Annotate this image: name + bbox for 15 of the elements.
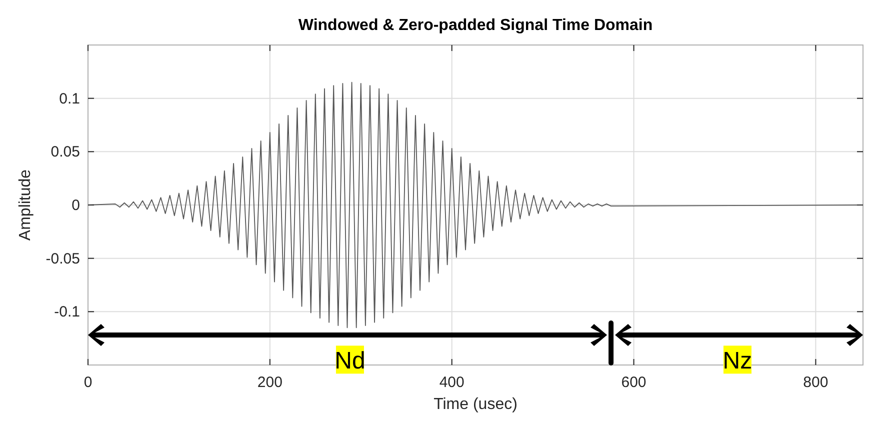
y-tick-label: 0.1 — [59, 90, 80, 108]
y-axis-title: Amplitude — [17, 169, 34, 241]
x-axis-title: Time (usec) — [434, 396, 518, 413]
y-tick-label: 0.05 — [50, 144, 80, 161]
x-tick-label: 200 — [257, 374, 282, 391]
x-tick-label: 800 — [803, 374, 828, 391]
annotation: Nz — [722, 348, 752, 375]
y-tick-label: -0.05 — [46, 250, 80, 268]
x-tick-label: 0 — [84, 374, 92, 391]
chart-title: Windowed & Zero-padded Signal Time Domain — [298, 17, 653, 34]
x-tick-label: 600 — [621, 374, 646, 391]
x-tick-label: 400 — [439, 374, 464, 391]
y-tick-label: 0 — [72, 197, 80, 214]
annotation: Nd — [334, 348, 366, 375]
y-tick-label: -0.1 — [54, 304, 80, 321]
